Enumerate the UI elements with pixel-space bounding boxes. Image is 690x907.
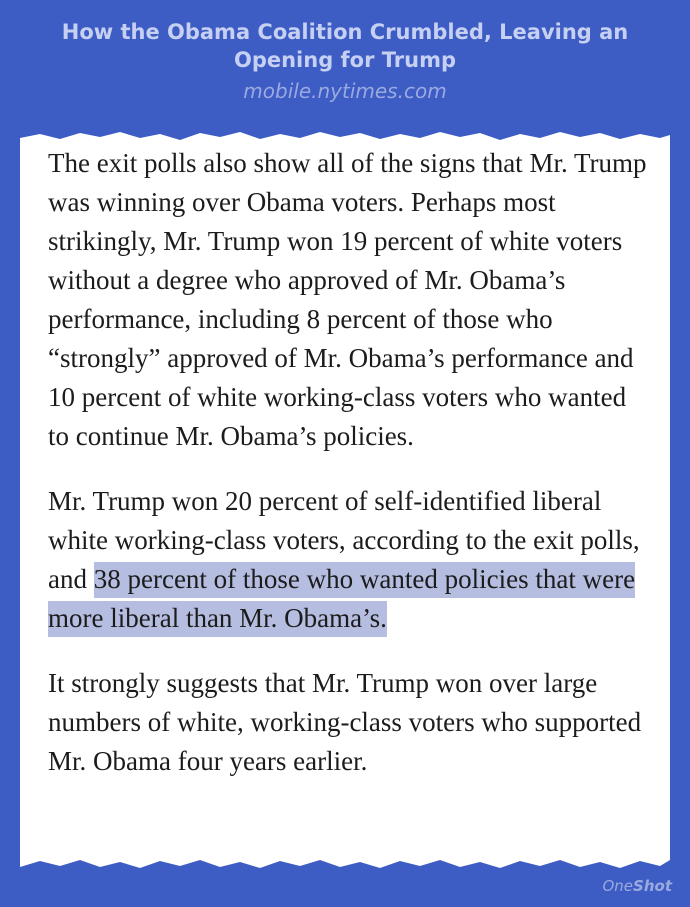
paragraph-2-text: Mr. Trump won 20 percent of self-identif… [48,486,640,594]
oneshot-logo: OneShot [602,877,672,895]
paragraph-2: Mr. Trump won 20 percent of self-identif… [48,482,648,638]
paragraph-3: It strongly suggests that Mr. Trump won … [48,668,642,776]
quote-card: The exit polls also show all of the sign… [20,130,670,870]
article-excerpt: The exit polls also show all of the sign… [48,144,648,807]
highlighted-text: 38 percent of those who wanted policies … [48,562,636,637]
article-title: How the Obama Coalition Crumbled, Leavin… [61,20,629,72]
brand-part-1: One [602,877,634,895]
source-url: mobile.nytimes.com [243,79,447,103]
brand-part-2: Shot [633,877,672,895]
paragraph-1: The exit polls also show all of the sign… [48,148,647,451]
torn-paper-background [20,132,670,868]
